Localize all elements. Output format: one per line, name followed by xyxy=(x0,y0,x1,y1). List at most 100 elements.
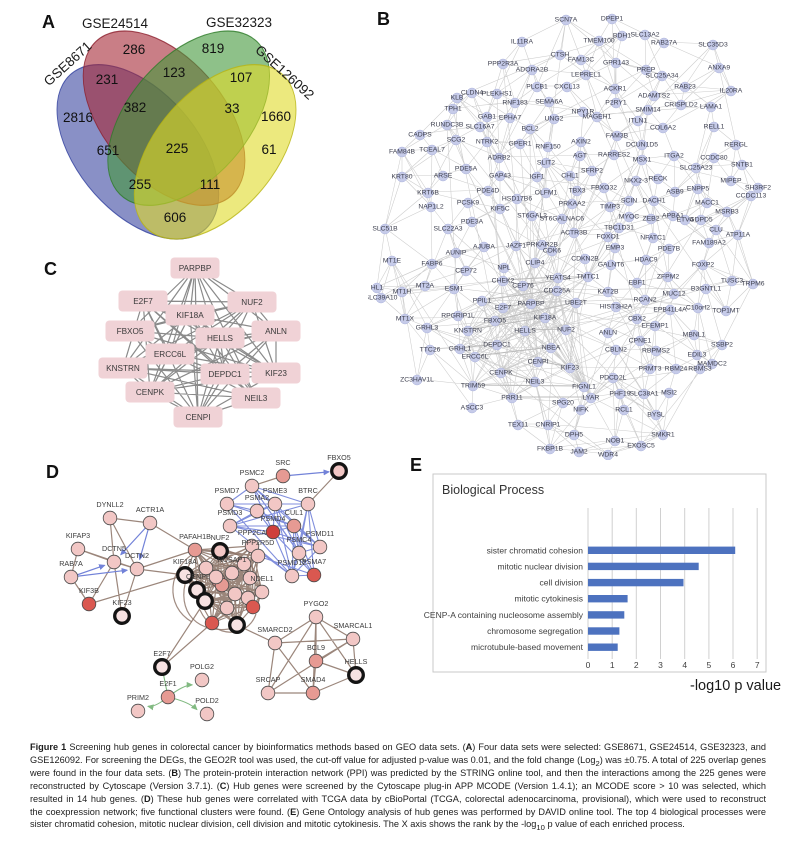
svg-text:GAP43: GAP43 xyxy=(489,173,511,180)
svg-text:KLB: KLB xyxy=(451,95,464,102)
svg-text:HSD17B6: HSD17B6 xyxy=(502,196,532,203)
svg-text:GSE32323: GSE32323 xyxy=(206,15,272,30)
svg-text:FKBP1B: FKBP1B xyxy=(537,446,564,453)
svg-text:TTC26: TTC26 xyxy=(420,347,441,354)
svg-text:PSMD7: PSMD7 xyxy=(215,486,240,495)
svg-text:RPGRIP1L: RPGRIP1L xyxy=(441,313,475,320)
svg-text:DPEP1: DPEP1 xyxy=(601,16,624,23)
svg-text:chromosome segregation: chromosome segregation xyxy=(487,626,583,636)
svg-text:ST6GAL2: ST6GAL2 xyxy=(517,213,547,220)
svg-text:Biological Process: Biological Process xyxy=(442,483,544,497)
svg-text:SFRP2: SFRP2 xyxy=(581,168,603,175)
svg-text:NIFK: NIFK xyxy=(573,407,589,414)
svg-text:ADRB2: ADRB2 xyxy=(488,155,511,162)
svg-text:TEX11: TEX11 xyxy=(508,422,528,429)
svg-text:606: 606 xyxy=(164,210,187,225)
svg-text:CLDN4: CLDN4 xyxy=(461,90,484,97)
svg-text:E2F7: E2F7 xyxy=(153,649,170,658)
svg-text:DEPDC1: DEPDC1 xyxy=(483,342,511,349)
svg-text:TIMP3: TIMP3 xyxy=(600,204,620,211)
svg-text:BYSL: BYSL xyxy=(647,412,665,419)
svg-text:PRMT3: PRMT3 xyxy=(638,366,661,373)
svg-text:PAFAH1B: PAFAH1B xyxy=(179,532,211,541)
svg-text:KIF18A: KIF18A xyxy=(176,311,204,320)
svg-text:CBX2: CBX2 xyxy=(628,316,646,323)
svg-text:MAMDC2: MAMDC2 xyxy=(697,361,727,368)
svg-text:651: 651 xyxy=(97,143,120,158)
svg-text:mitotic cytokinesis: mitotic cytokinesis xyxy=(515,594,584,604)
svg-text:FAM13C: FAM13C xyxy=(568,57,595,64)
svg-text:MBNL1: MBNL1 xyxy=(683,332,706,339)
svg-text:E2F7: E2F7 xyxy=(495,305,511,312)
svg-text:PYGO2: PYGO2 xyxy=(304,599,329,608)
svg-text:ANXA9: ANXA9 xyxy=(708,65,731,72)
svg-text:MIPEP: MIPEP xyxy=(720,178,742,185)
svg-text:EXOSC5: EXOSC5 xyxy=(627,443,655,450)
svg-text:33: 33 xyxy=(224,101,239,116)
svg-text:819: 819 xyxy=(202,41,225,56)
svg-text:1: 1 xyxy=(610,660,615,670)
svg-text:CLU: CLU xyxy=(709,227,723,234)
svg-text:CXCL13: CXCL13 xyxy=(554,84,580,91)
svg-text:PDE5A: PDE5A xyxy=(455,166,478,173)
svg-text:OLFM1: OLFM1 xyxy=(535,190,558,197)
svg-text:SLC39A10: SLC39A10 xyxy=(368,295,398,302)
svg-text:ACTR3B: ACTR3B xyxy=(561,230,588,237)
svg-text:KIF3B: KIF3B xyxy=(79,586,99,595)
svg-text:CEP72: CEP72 xyxy=(455,268,477,275)
svg-text:E2F1: E2F1 xyxy=(159,679,176,688)
svg-text:WDR4: WDR4 xyxy=(598,452,618,459)
svg-text:NUF2: NUF2 xyxy=(557,327,575,334)
svg-text:RUNDC3B: RUNDC3B xyxy=(431,122,464,129)
svg-text:PREP: PREP xyxy=(637,67,656,74)
svg-text:CHL1: CHL1 xyxy=(561,173,579,180)
svg-text:SMARCAL1: SMARCAL1 xyxy=(334,621,373,630)
svg-text:PSMD11: PSMD11 xyxy=(306,529,334,538)
svg-text:PLEKHS1: PLEKHS1 xyxy=(482,91,513,98)
svg-text:KRT6B: KRT6B xyxy=(417,190,439,197)
svg-text:FAM84B: FAM84B xyxy=(389,149,416,156)
svg-text:P2RY1: P2RY1 xyxy=(605,100,627,107)
svg-text:KIFAP3: KIFAP3 xyxy=(66,531,90,540)
svg-text:PRKAA2: PRKAA2 xyxy=(559,201,586,208)
svg-text:ADORA2B: ADORA2B xyxy=(516,67,549,74)
svg-text:KIF23: KIF23 xyxy=(561,365,579,372)
svg-text:PDE3A: PDE3A xyxy=(461,219,484,226)
svg-text:KNSTRN: KNSTRN xyxy=(106,364,140,373)
svg-text:DCTN5: DCTN5 xyxy=(102,544,126,553)
svg-text:NEIL3: NEIL3 xyxy=(245,394,268,403)
svg-text:NOB1: NOB1 xyxy=(606,438,625,445)
svg-text:FABP6: FABP6 xyxy=(421,261,442,268)
svg-text:CRISPLD2: CRISPLD2 xyxy=(664,102,697,109)
svg-text:BCL2: BCL2 xyxy=(521,126,538,133)
svg-text:CTSH: CTSH xyxy=(551,52,570,59)
svg-text:NUF2: NUF2 xyxy=(241,298,263,307)
svg-text:CEP76: CEP76 xyxy=(512,283,534,290)
svg-text:FAM3B: FAM3B xyxy=(606,133,629,140)
svg-text:NBEA: NBEA xyxy=(542,345,561,352)
svg-text:NTRK2: NTRK2 xyxy=(476,139,499,146)
svg-text:DEPDC1: DEPDC1 xyxy=(208,370,242,379)
svg-text:TMTC1: TMTC1 xyxy=(577,274,600,281)
svg-text:EPB41L4A: EPB41L4A xyxy=(653,307,687,314)
svg-text:KIF23: KIF23 xyxy=(265,369,287,378)
svg-text:AJUBA: AJUBA xyxy=(473,244,495,251)
svg-text:DPH5: DPH5 xyxy=(565,432,583,439)
svg-text:EFEMP1: EFEMP1 xyxy=(641,323,668,330)
svg-text:PDCD2L: PDCD2L xyxy=(600,375,627,382)
svg-text:SLC38A1: SLC38A1 xyxy=(629,391,658,398)
svg-text:GRHL3: GRHL3 xyxy=(416,325,439,332)
svg-text:PHF19: PHF19 xyxy=(609,391,630,398)
svg-text:SPG20: SPG20 xyxy=(552,400,574,407)
svg-text:NUSAP1: NUSAP1 xyxy=(218,555,247,564)
svg-text:CLIP4: CLIP4 xyxy=(526,260,545,267)
svg-text:CCDC80: CCDC80 xyxy=(700,155,727,162)
svg-text:ERCC6L: ERCC6L xyxy=(462,354,489,361)
svg-text:DYNLL2: DYNLL2 xyxy=(96,500,123,509)
svg-text:NPL: NPL xyxy=(497,265,510,272)
svg-text:RNF183: RNF183 xyxy=(502,100,528,107)
svg-text:ITLN1: ITLN1 xyxy=(629,118,648,125)
svg-text:PSMC2: PSMC2 xyxy=(240,468,265,477)
svg-text:-log10 p value: -log10 p value xyxy=(690,678,781,694)
svg-text:UNG2: UNG2 xyxy=(545,116,564,123)
